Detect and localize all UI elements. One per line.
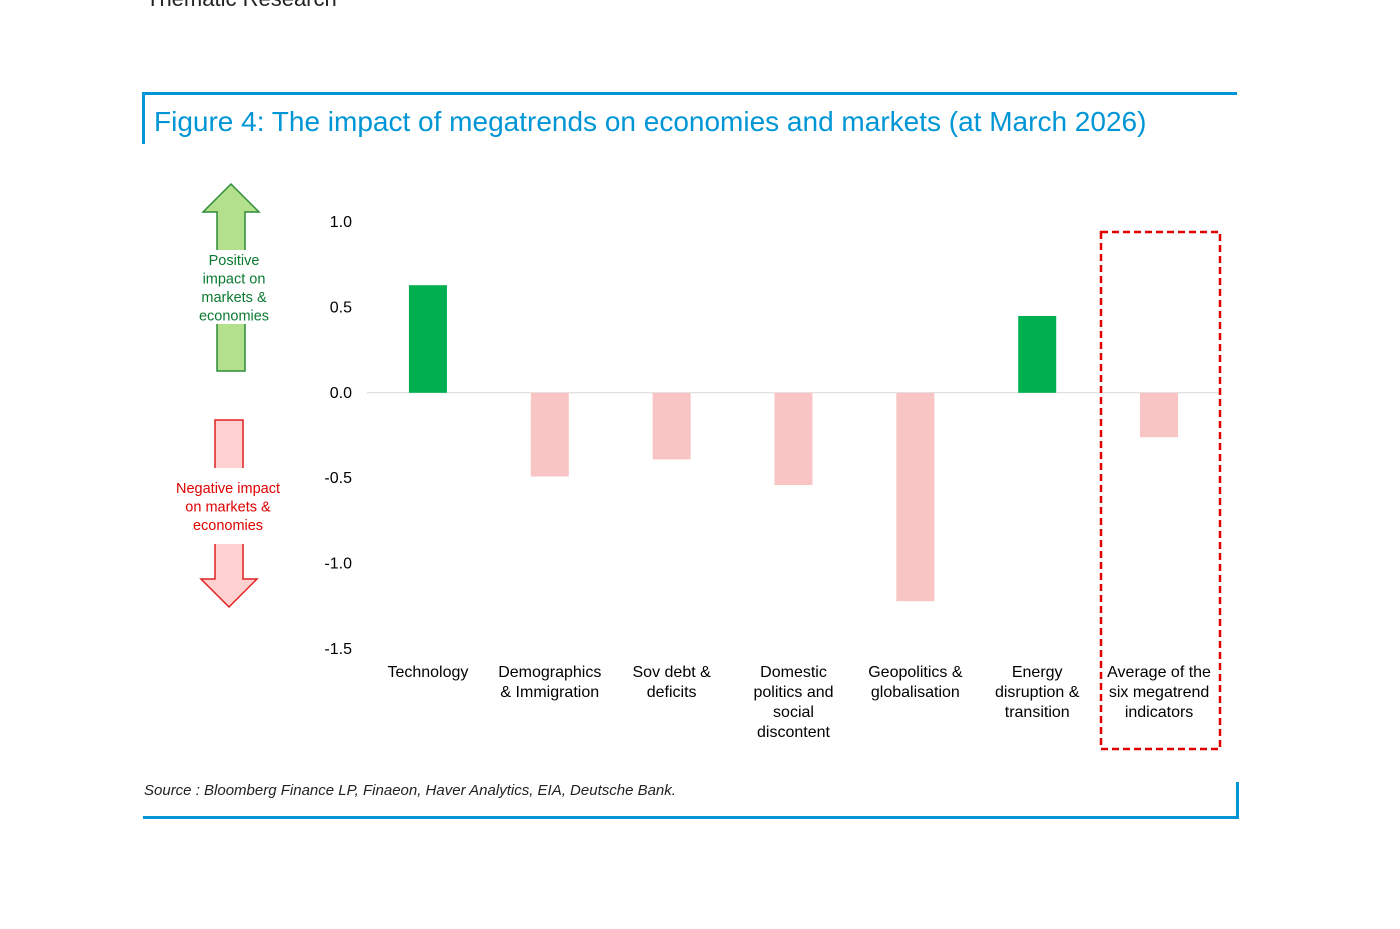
- y-tick-label: -1.5: [324, 641, 352, 658]
- bar: [652, 392, 691, 460]
- negative-impact-label: economies: [193, 518, 263, 534]
- x-category-label: Demographics & Immigration: [498, 664, 601, 701]
- x-category-label: Technology: [387, 664, 468, 681]
- figure-source: Source : Bloomberg Finance LP, Finaeon, …: [144, 782, 676, 799]
- figure-top-rule: [142, 92, 1237, 95]
- y-tick-label: -0.5: [324, 470, 352, 487]
- bar: [530, 392, 569, 477]
- y-tick-label: 0.5: [330, 299, 352, 316]
- y-tick-label: -1.0: [324, 556, 352, 573]
- x-category-label: Energy disruption & transition: [995, 664, 1080, 721]
- bar: [408, 285, 447, 393]
- figure-right-rule: [1236, 782, 1239, 819]
- section-header: Thematic Research: [146, 0, 337, 12]
- negative-impact-label: Negative impact: [176, 481, 280, 497]
- figure-bottom-rule: [143, 816, 1238, 819]
- y-tick-label: 0.0: [330, 385, 352, 402]
- bar: [1140, 392, 1179, 438]
- y-tick-label: 1.0: [330, 214, 352, 231]
- positive-impact-label: markets &: [201, 290, 267, 306]
- bar: [774, 392, 813, 486]
- positive-impact-arrow: Positive impact on markets & economies: [196, 182, 272, 372]
- x-category-label: Sov debt & deficits: [633, 664, 712, 701]
- x-category-label: Domestic politics and social discontent: [753, 664, 833, 741]
- negative-impact-arrow: Negative impact on markets & economies: [166, 419, 292, 609]
- figure-title: Figure 4: The impact of megatrends on ec…: [154, 106, 1147, 137]
- positive-impact-label: Positive: [209, 253, 260, 269]
- positive-impact-label: economies: [199, 309, 269, 325]
- x-category-label: Average of the six megatrend indicators: [1107, 664, 1211, 721]
- bar: [896, 392, 935, 602]
- x-category-label: Geopolitics & globalisation: [868, 664, 963, 701]
- positive-impact-label: impact on: [203, 272, 266, 288]
- bar: [1018, 315, 1057, 393]
- average-highlight-box: [1099, 230, 1222, 751]
- negative-impact-label: on markets &: [185, 500, 271, 516]
- figure-left-rule: [142, 92, 145, 144]
